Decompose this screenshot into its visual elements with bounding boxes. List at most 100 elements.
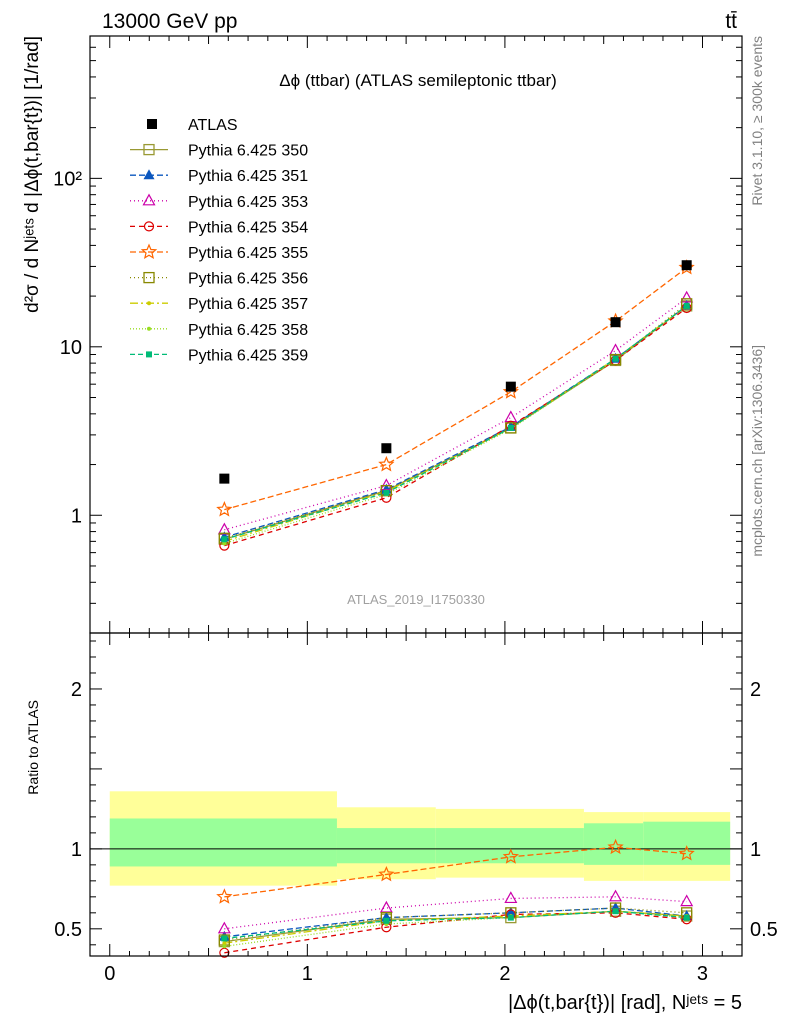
- ratio-point-355: [678, 845, 695, 861]
- legend-label: Pythia 6.425 354: [188, 219, 308, 236]
- ratio-point-353: [379, 900, 393, 913]
- point-353: [504, 410, 518, 423]
- main-y-axis-label: d²σ / d Nʲᵉᵗˢ d |Δϕ(t,bar{t})| [1/rad]: [22, 36, 43, 313]
- chart-title: Δϕ (ttbar) (ATLAS semileptonic ttbar): [279, 71, 557, 90]
- legend-entry-355: Pythia 6.425 355: [130, 243, 308, 262]
- legend-entry-356: Pythia 6.425 356: [130, 271, 308, 288]
- ratio-y-tick-label-right: 1: [750, 839, 761, 861]
- ratio-point-359: [383, 917, 390, 924]
- ratio-y-tick-label: 0.5: [54, 919, 82, 941]
- series-markers: [216, 259, 695, 958]
- atlas-data-point: [381, 443, 392, 454]
- ratio-band-green: [336, 828, 436, 864]
- y-tick-label: 10²: [53, 168, 82, 190]
- ratio-band-green: [109, 818, 337, 867]
- ratio-point-353: [217, 921, 231, 934]
- legend-label: Pythia 6.425 356: [188, 271, 308, 288]
- legend-marker: [143, 271, 155, 284]
- point-355: [378, 455, 395, 472]
- legend-marker: [147, 301, 151, 306]
- ratio-y-axis-label: Ratio to ATLAS: [25, 700, 41, 795]
- ratio-point-355: [216, 888, 233, 904]
- ratio-y-tick-label-right: 0.5: [750, 919, 778, 941]
- side-label-mcplots: mcplots.cern.ch [arXiv:1306.3436]: [749, 345, 765, 557]
- ratio-bands: [90, 791, 742, 886]
- legend-marker: [143, 169, 155, 180]
- x-tick-label: 2: [499, 963, 510, 985]
- x-tick-label: 1: [302, 963, 313, 985]
- legend: ATLAS Pythia 6.425 350 Pythia 6.425 351 Pyt…: [130, 117, 308, 364]
- legend-label: Pythia 6.425 357: [188, 296, 308, 313]
- process-label: tt̄: [725, 10, 737, 33]
- ratio-point-355: [607, 838, 624, 855]
- legend-marker: [143, 143, 155, 156]
- ratio-point-359: [221, 935, 228, 942]
- atlas-data-point: [681, 260, 692, 271]
- point-356: [609, 353, 622, 366]
- legend-entry-358: Pythia 6.425 358: [130, 322, 308, 339]
- series-line-356: [224, 303, 688, 539]
- point-359: [683, 302, 690, 309]
- series-line-354: [224, 307, 688, 547]
- legend-label: Pythia 6.425 351: [188, 168, 308, 185]
- ratio-y-tick-label: 2: [71, 679, 82, 701]
- series-line-351: [224, 305, 688, 538]
- legend-marker-atlas: [147, 119, 157, 129]
- side-label-rivet: Rivet 3.1.10, ≥ 300k events: [749, 36, 765, 206]
- point-355: [502, 383, 519, 399]
- point-356: [505, 422, 517, 434]
- ratio-point-355: [502, 848, 520, 864]
- ratio-point-353: [680, 894, 694, 907]
- ratio-line-351: [224, 907, 687, 938]
- legend-entry-351: Pythia 6.425 351: [130, 168, 308, 185]
- legend-marker: [142, 193, 156, 206]
- atlas-data-point: [219, 473, 230, 484]
- ratio-line-355: [224, 846, 687, 898]
- series-line-350: [224, 305, 688, 540]
- atlas-data-point: [505, 381, 516, 392]
- axes: 0 1 2 3 1 10 10² 0.5 0.5 1 1 2 2: [53, 35, 778, 985]
- legend-label: Pythia 6.425 353: [188, 194, 308, 211]
- y-tick-label: 1: [71, 505, 82, 527]
- point-355: [216, 501, 233, 517]
- ratio-point-359: [612, 908, 619, 915]
- point-353: [379, 478, 393, 491]
- ratio-y-tick-label-right: 2: [750, 679, 761, 701]
- ratio-point-359: [683, 914, 690, 921]
- ratio-point-359: [507, 914, 514, 921]
- point-355: [678, 259, 695, 275]
- point-359: [507, 424, 514, 431]
- legend-entry-353: Pythia 6.425 353: [130, 193, 308, 211]
- atlas-data-point: [610, 317, 621, 328]
- legend-entry-359: Pythia 6.425 359: [130, 347, 308, 364]
- legend-label: Pythia 6.425 355: [188, 245, 308, 262]
- watermark: ATLAS_2019_I1750330: [347, 592, 485, 607]
- energy-label: 13000 GeV pp: [102, 10, 237, 33]
- ratio-point-358: [222, 944, 227, 949]
- x-tick-label: 3: [697, 963, 708, 985]
- point-359: [612, 355, 619, 362]
- legend-label: Pythia 6.425 358: [188, 322, 308, 339]
- ratio-point-355: [378, 865, 395, 882]
- legend-entry-354: Pythia 6.425 354: [130, 219, 308, 236]
- point-353: [680, 290, 694, 303]
- legend-entry-350: Pythia 6.425 350: [130, 143, 308, 160]
- ratio-point-353: [609, 889, 623, 902]
- ratio-line-353: [224, 896, 687, 930]
- legend-label: Pythia 6.425 359: [188, 347, 308, 364]
- legend-marker: [147, 326, 151, 331]
- legend-label: ATLAS: [188, 117, 238, 134]
- point-359: [383, 489, 390, 496]
- legend-marker: [140, 243, 158, 259]
- point-359: [221, 536, 228, 543]
- ratio-point-353: [504, 891, 518, 904]
- series-line-355: [224, 267, 688, 511]
- ratio-point-357: [222, 941, 227, 946]
- y-tick-label: 10: [60, 337, 82, 359]
- legend-marker: [146, 351, 152, 358]
- ratio-band-green: [435, 828, 584, 864]
- x-tick-label: 0: [104, 963, 115, 985]
- ratio-band-green: [643, 821, 731, 865]
- legend-entry-357: Pythia 6.425 357: [130, 296, 308, 313]
